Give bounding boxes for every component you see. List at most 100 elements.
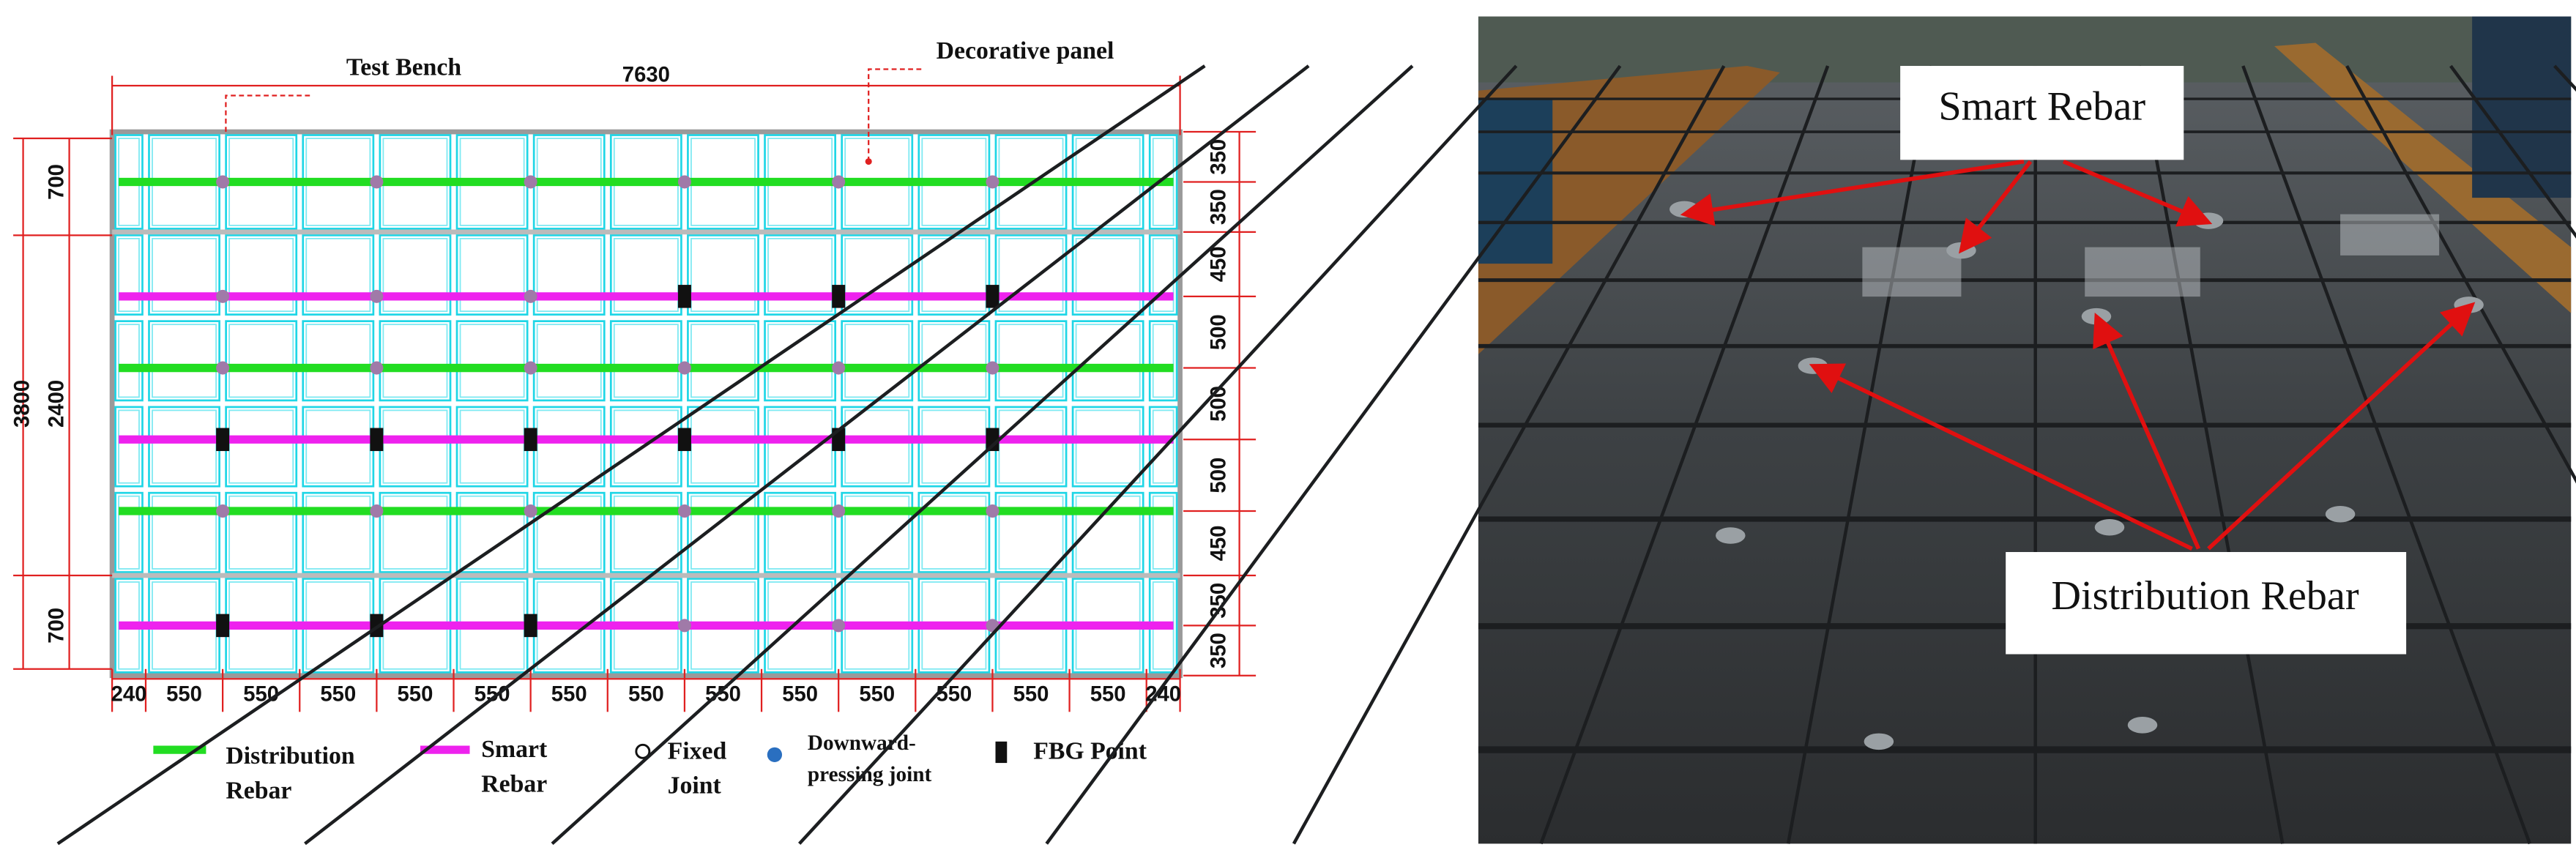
panel-cell [1071, 491, 1144, 573]
panel-cell [302, 320, 375, 402]
panel-seam [1539, 65, 1830, 845]
panel-cell-inner [152, 324, 217, 398]
joint [216, 289, 230, 303]
panel-cell-inner [844, 409, 910, 484]
rebar-joint [1864, 733, 1894, 750]
left-dim: 2400 [45, 380, 69, 428]
panel-cell-inner [998, 409, 1064, 484]
panel-seam [551, 64, 1414, 846]
panel-cell [994, 320, 1068, 402]
bottom-dim: 550 [936, 683, 972, 707]
panel-seam [2137, 65, 2285, 844]
panel-cell [532, 406, 606, 488]
equipment [2472, 16, 2572, 198]
panel-cell [609, 320, 682, 402]
panel-cell-inner [536, 324, 602, 398]
panel-cell [455, 491, 529, 573]
panel-cell-inner [305, 324, 371, 398]
panel-cell-inner [1075, 495, 1141, 570]
fbg-point [524, 614, 537, 638]
joint [216, 175, 230, 189]
panel-cell-inner [767, 409, 833, 484]
bottom-dim: 550 [705, 683, 741, 707]
panel-cell-inner [118, 495, 140, 570]
panel-cell-inner [1075, 324, 1141, 398]
panel-cell [764, 406, 837, 488]
panel-cell [455, 406, 529, 488]
panel-seam [2241, 65, 2532, 845]
joint [677, 504, 691, 518]
test-bench-outline [109, 129, 1183, 679]
callout-arrow [1680, 159, 2025, 226]
right-dim: 350 [1207, 189, 1230, 225]
panel-seam [304, 64, 1310, 846]
legend-swatch [767, 747, 783, 762]
panel-cell-inner [536, 409, 602, 484]
bottom-dim: 550 [1090, 683, 1126, 707]
panel-cell-inner [690, 495, 756, 570]
joint [677, 361, 691, 375]
joint [832, 361, 846, 375]
panel-cell-inner [228, 495, 294, 570]
reflection [2085, 247, 2200, 297]
right-dim: 500 [1207, 458, 1230, 493]
fbg-point [216, 428, 230, 452]
panel-cell-inner [459, 409, 525, 484]
panel-seam [2449, 64, 2576, 239]
right-dim: 350 [1207, 139, 1230, 175]
left-dim: 700 [45, 164, 69, 200]
panel-cell [841, 320, 914, 402]
panel-cell [764, 234, 837, 316]
bottom-dim: 240 [111, 683, 147, 707]
joint [370, 361, 384, 375]
joint [986, 504, 999, 518]
bottom-dim: 550 [551, 683, 587, 707]
overall-width: 7630 [622, 63, 670, 86]
panel-cell-inner [844, 237, 910, 313]
panel-cell-inner [613, 324, 679, 398]
panel-cell [455, 234, 529, 316]
panel-cell-inner [1152, 409, 1175, 484]
design-drawing: 7630 Test Bench Decorative panel 3800 700 240… [10, 37, 1257, 804]
panel-cell [764, 320, 837, 402]
leader [225, 94, 313, 133]
right-dim: 450 [1207, 246, 1230, 282]
photo-label: Distribution Rebar [2051, 573, 2359, 619]
fbg-point [677, 428, 691, 452]
joint [832, 619, 846, 633]
reflection [2340, 214, 2440, 256]
panel-cell-inner [921, 324, 987, 398]
joint [524, 361, 537, 375]
panel-cell [994, 491, 1068, 573]
leader [868, 68, 923, 162]
joint [832, 504, 846, 518]
legend-label: Rebar [226, 777, 291, 804]
panel-cell [1071, 320, 1144, 402]
panel-cell [687, 406, 759, 488]
joint [524, 504, 537, 518]
panel-cell-inner [690, 237, 756, 313]
joint [524, 175, 537, 189]
panel-cell [225, 320, 298, 402]
overall-height: 3800 [10, 380, 34, 428]
joint [677, 175, 691, 189]
right-dim: 450 [1207, 526, 1230, 562]
panel-cell [917, 491, 991, 573]
panel-cell [687, 491, 759, 573]
panel-cell [532, 491, 606, 573]
panel-cell-inner [118, 409, 140, 484]
bottom-dim: 550 [243, 683, 279, 707]
joint [370, 504, 384, 518]
panel-seam [56, 64, 1206, 846]
panel-seam [1786, 65, 1934, 844]
fbg-point [677, 285, 691, 308]
panel-cell [687, 320, 759, 402]
panel-cell-inner [998, 324, 1064, 398]
panel-cell [225, 234, 298, 316]
right-dim: 350 [1207, 633, 1230, 668]
fbg-point [370, 428, 384, 452]
joint [986, 175, 999, 189]
panel-cell [764, 491, 837, 573]
panel-cell [148, 234, 220, 316]
panel-cell-inner [844, 495, 910, 570]
